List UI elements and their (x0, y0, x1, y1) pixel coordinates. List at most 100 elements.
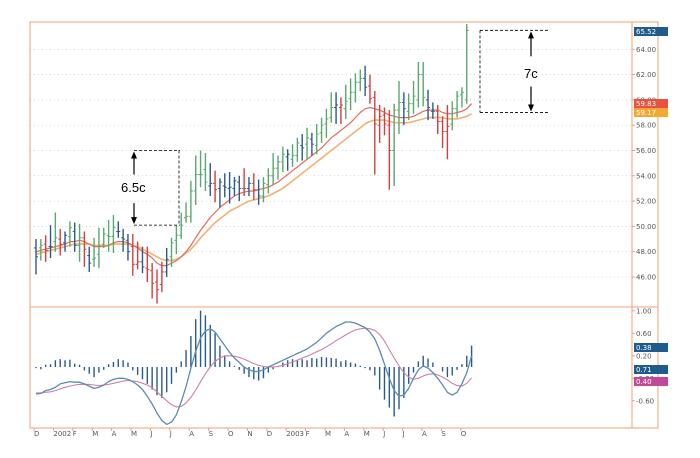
ohlc-bar (164, 247, 169, 277)
annotation-arrow-down-left-head (131, 217, 137, 225)
ohlc-bar (290, 144, 295, 167)
histogram-tag: 0.38 (634, 343, 668, 352)
ohlc-bar (314, 123, 319, 155)
ohlc-bar (217, 178, 222, 208)
ohlc-bar (353, 73, 358, 103)
time-tick-label: A (112, 430, 117, 438)
ohlc-bar (280, 146, 285, 173)
ohlc-bar (358, 69, 363, 92)
price-tick-label: 52.00 (636, 198, 656, 206)
ohlc-bar (92, 237, 97, 267)
svg-text:0.71: 0.71 (636, 366, 652, 374)
ohlc-bar (285, 149, 290, 171)
time-tick-label: 2002 (53, 430, 71, 438)
ohlc-bar (34, 239, 38, 275)
macd-tick-label: 0.20 (636, 352, 652, 360)
ohlc-bar (77, 223, 82, 262)
ohlc-bar (58, 228, 63, 256)
ohlc-bar (459, 87, 464, 108)
annotation-arrow-down-right-head (528, 104, 534, 112)
time-tick-label: N (247, 430, 252, 438)
ohlc-bar (276, 155, 280, 180)
time-tick-label: J (402, 430, 405, 438)
ohlc-bar (309, 132, 314, 156)
time-tick-label: D (267, 430, 272, 438)
ohlc-bar (227, 172, 232, 204)
ohlc-bar (72, 222, 77, 252)
ohlc-bar (455, 91, 460, 118)
ohlc-bar (82, 231, 87, 267)
svg-text:0.40: 0.40 (636, 378, 652, 386)
ohlc-bar (251, 173, 256, 200)
ohlc-bar (246, 177, 251, 197)
ohlc-bar (387, 110, 392, 190)
ohlc-bar (125, 233, 130, 261)
ohlc-bar (96, 227, 101, 269)
ohlc-bar (324, 108, 329, 138)
svg-text:59.17: 59.17 (636, 109, 656, 117)
ohlc-bar (135, 241, 140, 270)
last-price-tag: 65.52 (634, 27, 668, 36)
ohlc-bar (121, 228, 126, 252)
ohlc-bar (53, 212, 58, 252)
ohlc-bar (445, 104, 450, 160)
ohlc-bar (87, 246, 92, 272)
time-tick-label: S (209, 430, 214, 438)
price-tick-label: 58.00 (636, 122, 656, 130)
ohlc-bar (450, 101, 455, 131)
ohlc-bar (155, 269, 159, 304)
ohlc-bar (222, 173, 227, 198)
price-tick-label: 64.00 (636, 46, 656, 54)
ohlc-bar (392, 103, 397, 186)
time-tick-label: D (34, 430, 39, 438)
time-tick-label: A (344, 430, 349, 438)
ohlc-bar (256, 179, 261, 205)
ohlc-bar (401, 92, 406, 126)
ohlc-bar (159, 261, 164, 293)
price-tick-label: 48.00 (636, 248, 656, 256)
time-tick-label: A (189, 430, 194, 438)
signal-line (36, 327, 473, 408)
ohlc-bar (101, 227, 106, 248)
price-grid (30, 49, 632, 278)
ohlc-bar (237, 175, 242, 202)
price-bars (34, 24, 469, 304)
price-tick-label: 50.00 (636, 223, 656, 231)
ohlc-bar (150, 263, 155, 299)
ohlc-bar (334, 92, 339, 124)
ohlc-bar (43, 235, 48, 262)
ohlc-bar (208, 163, 213, 197)
macd-histogram (35, 310, 473, 417)
price-tick-label: 56.00 (636, 147, 656, 155)
ohlc-bar (203, 153, 208, 191)
ohlc-bar (266, 168, 271, 194)
time-tick-label: M (364, 430, 370, 438)
ohlc-bar (242, 168, 247, 197)
ohlc-bar (38, 239, 43, 261)
price-tick-label: 46.00 (636, 274, 656, 282)
ohlc-bar (63, 231, 68, 252)
ohlc-bar (116, 221, 121, 238)
ohlc-bar (367, 74, 372, 104)
ohlc-bar (48, 225, 53, 259)
ohlc-bar (188, 180, 193, 223)
time-tick-label: J (149, 430, 152, 438)
chart-frame (29, 21, 659, 429)
svg-text:59.83: 59.83 (636, 100, 656, 108)
price-tick-label: 62.00 (636, 71, 656, 79)
ohlc-bar (193, 155, 198, 205)
macd-tag: 0.71 (634, 365, 668, 374)
annotation-arrow-up-right-head (528, 31, 534, 39)
signal-tag: 0.40 (634, 377, 668, 386)
ohlc-bar (145, 246, 150, 283)
ohlc-bar (319, 117, 324, 143)
ohlc-bar (300, 134, 305, 161)
ohlc-bar (140, 246, 145, 274)
time-tick-label: A (422, 430, 427, 438)
ohlc-bar (406, 93, 411, 121)
ema-slow-tag: 59.17 (634, 108, 668, 117)
ohlc-bar (106, 220, 111, 252)
price-tick-label: 54.00 (636, 172, 656, 180)
